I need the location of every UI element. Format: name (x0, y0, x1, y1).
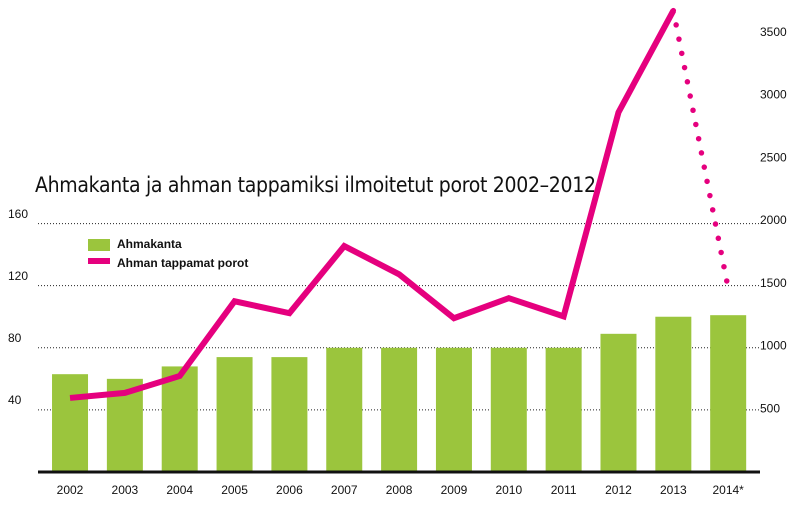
bar (545, 347, 582, 472)
y2-tick-label: 1000 (760, 339, 787, 353)
x-tick-label: 2014* (712, 483, 744, 497)
y-tick-label: 120 (8, 269, 28, 283)
x-tick-label: 2007 (331, 483, 358, 497)
y2-tick-label: 500 (760, 401, 780, 415)
line (69, 9, 676, 401)
legend-swatch (88, 258, 110, 264)
line-dotted (670, 7, 731, 291)
x-tick-label: 2004 (166, 483, 193, 497)
legend-label: Ahman tappamat porot (117, 256, 248, 270)
y-tick-label: 40 (8, 393, 22, 407)
y2-tick-label: 1500 (760, 276, 787, 290)
bar (52, 374, 89, 472)
bar (326, 347, 363, 472)
x-tick-label: 2005 (221, 483, 248, 497)
bar (490, 347, 527, 472)
y-tick-label: 160 (8, 207, 28, 221)
y2-tick-label: 3500 (760, 25, 787, 39)
bar (381, 347, 418, 472)
bar (216, 357, 253, 472)
bar (655, 316, 692, 472)
bar (271, 357, 308, 472)
x-tick-label: 2002 (57, 483, 84, 497)
y2-tick-label: 2500 (760, 150, 787, 164)
legend-swatch (88, 239, 110, 251)
x-tick-label: 2011 (551, 483, 577, 497)
x-tick-label: 2010 (495, 483, 522, 497)
y-tick-label: 80 (8, 331, 22, 345)
x-tick-label: 2006 (276, 483, 303, 497)
bar (600, 333, 637, 472)
bar (161, 366, 198, 472)
x-tick-label: 2008 (386, 483, 413, 497)
legend-label: Ahmakanta (117, 237, 182, 251)
y2-tick-label: 3000 (760, 88, 787, 102)
chart-title: Ahmakanta ja ahman tappamiksi ilmoitetut… (35, 173, 596, 197)
bar (435, 347, 472, 472)
bar (710, 315, 747, 472)
x-tick-label: 2009 (441, 483, 468, 497)
x-tick-label: 2012 (605, 483, 632, 497)
x-tick-label: 2003 (112, 483, 139, 497)
x-tick-label: 2013 (660, 483, 687, 497)
y2-tick-label: 2000 (760, 213, 787, 227)
